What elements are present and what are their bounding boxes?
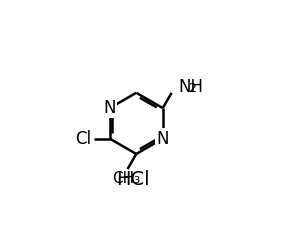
Text: Cl: Cl (75, 130, 92, 148)
Text: N: N (157, 130, 169, 148)
Text: N: N (103, 99, 116, 117)
Text: 2: 2 (188, 82, 196, 95)
Text: CH₃: CH₃ (112, 171, 140, 186)
Text: NH: NH (178, 78, 203, 96)
Text: HCl: HCl (116, 170, 150, 189)
